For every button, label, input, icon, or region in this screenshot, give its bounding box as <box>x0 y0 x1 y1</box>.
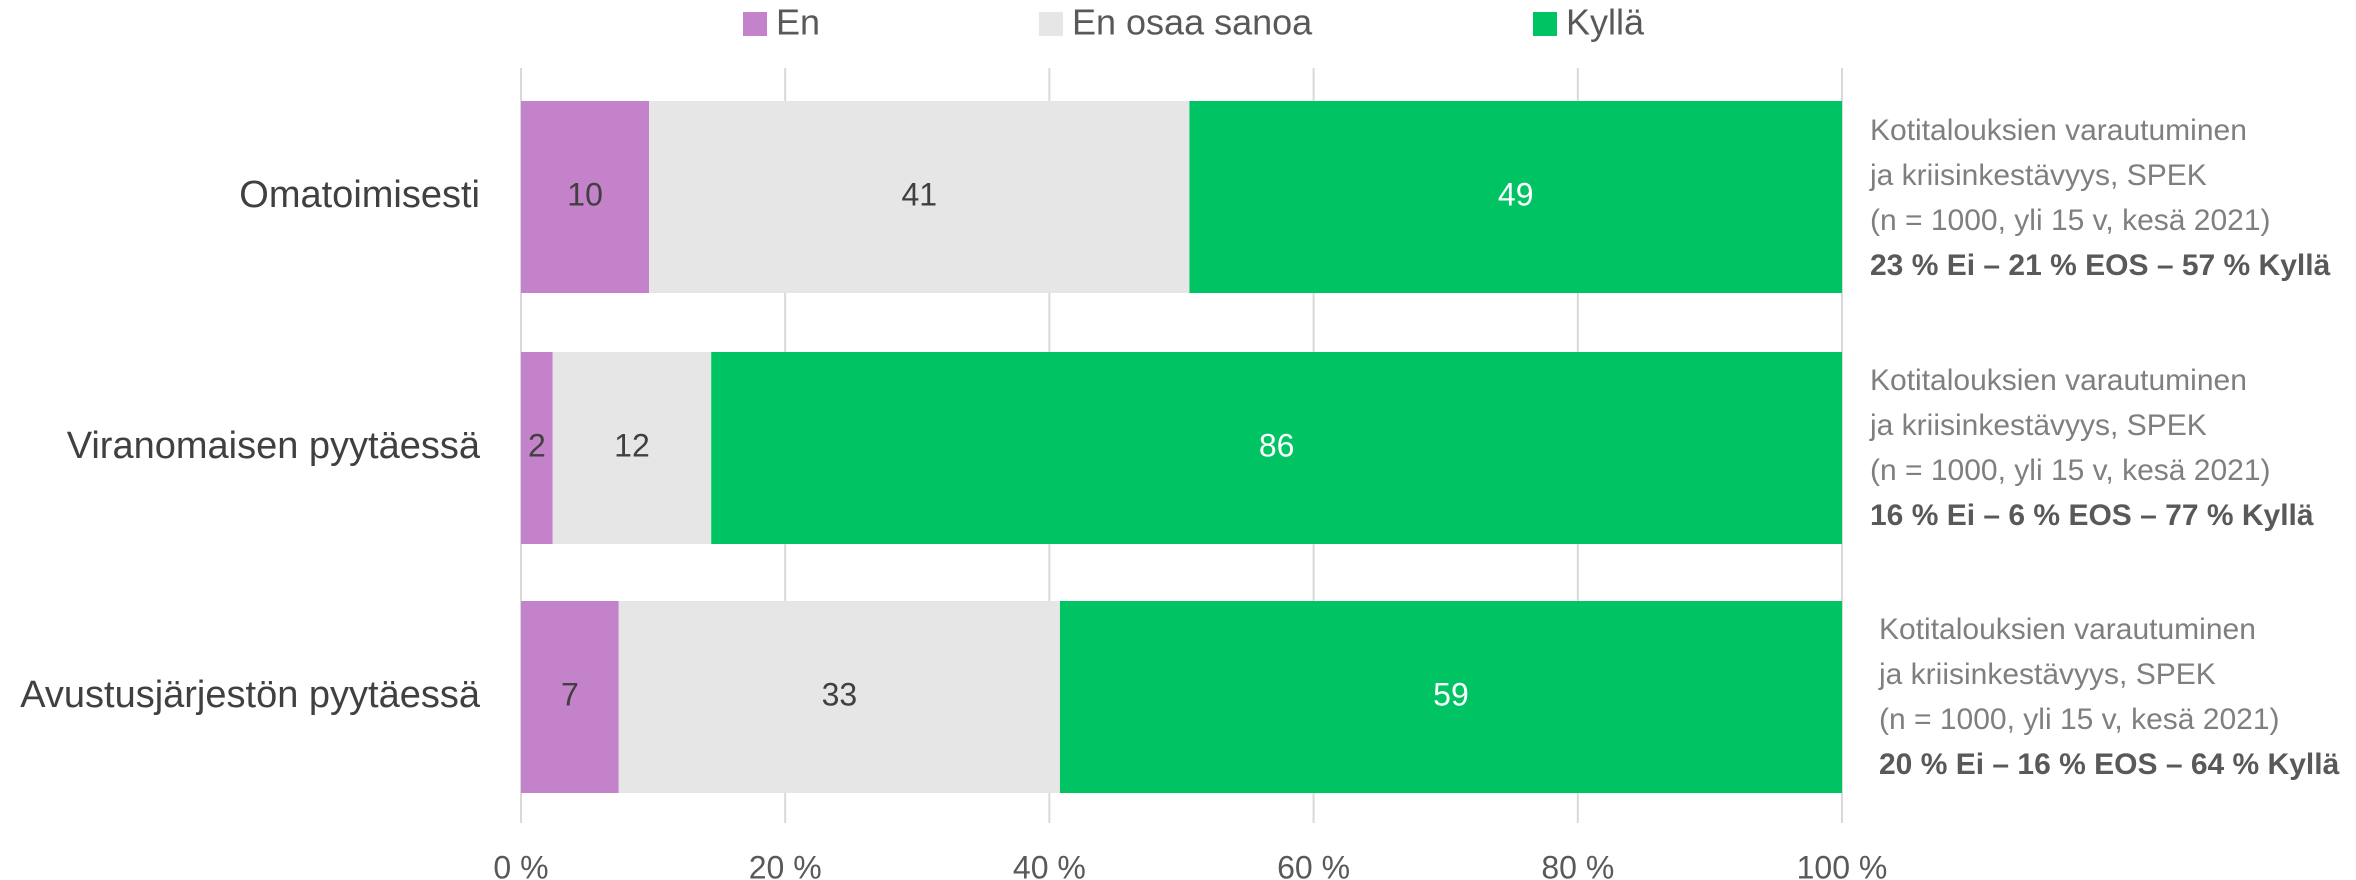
annotation-line: (n = 1000, yli 15 v, kesä 2021) <box>1879 703 2280 736</box>
legend-label: En <box>776 2 820 43</box>
annotation-line: ja kriisinkestävyys, SPEK <box>1878 658 2216 691</box>
annotation-line: Kotitalouksien varautuminen <box>1870 114 2247 147</box>
bar-segment <box>711 352 1842 544</box>
y-tick-label: Avustusjärjestön pyytäessä <box>20 674 481 716</box>
bar-segment <box>618 601 1060 793</box>
data-label: 2 <box>528 427 546 463</box>
x-tick-label: 60 % <box>1277 849 1350 880</box>
annotation-highlight: 16 % Ei – 6 % EOS – 77 % Kyllä <box>1870 499 2314 532</box>
x-tick-label: 0 % <box>493 849 548 880</box>
data-label: 86 <box>1259 427 1295 463</box>
x-tick-label: 40 % <box>1013 849 1086 880</box>
x-tick-label: 20 % <box>749 849 822 880</box>
bar-segment <box>521 601 619 793</box>
legend-label: Kyllä <box>1566 2 1645 43</box>
data-label: 59 <box>1433 676 1469 712</box>
bar-segment <box>521 352 553 544</box>
annotation-line: Kotitalouksien varautuminen <box>1870 364 2247 397</box>
annotation-line: Kotitalouksien varautuminen <box>1879 613 2256 646</box>
data-label: 49 <box>1498 176 1534 212</box>
data-label: 41 <box>901 176 937 212</box>
legend-swatch <box>1533 12 1557 36</box>
x-tick-label: 100 % <box>1797 849 1888 880</box>
data-label: 12 <box>614 427 650 463</box>
y-tick-label: Viranomaisen pyytäessä <box>67 425 481 467</box>
legend-swatch <box>743 12 767 36</box>
data-label: 10 <box>567 176 603 212</box>
bar-segment <box>1059 601 1842 793</box>
data-label: 7 <box>561 676 579 712</box>
bar-segment <box>1189 101 1842 293</box>
annotation-highlight: 20 % Ei – 16 % EOS – 64 % Kyllä <box>1879 748 2340 781</box>
legend-swatch <box>1039 12 1063 36</box>
legend-label: En osaa sanoa <box>1072 2 1313 43</box>
bar-segment <box>552 352 712 544</box>
annotation-line: (n = 1000, yli 15 v, kesä 2021) <box>1870 204 2271 237</box>
bar-segment <box>649 101 1190 293</box>
x-tick-label: 80 % <box>1541 849 1614 880</box>
annotation-line: ja kriisinkestävyys, SPEK <box>1869 159 2207 192</box>
annotation-highlight: 23 % Ei – 21 % EOS – 57 % Kyllä <box>1870 249 2331 282</box>
y-tick-label: Omatoimisesti <box>239 174 480 216</box>
bar-segment <box>521 101 650 293</box>
annotation-line: ja kriisinkestävyys, SPEK <box>1869 409 2207 442</box>
data-label: 33 <box>822 676 858 712</box>
annotation-line: (n = 1000, yli 15 v, kesä 2021) <box>1870 454 2271 487</box>
